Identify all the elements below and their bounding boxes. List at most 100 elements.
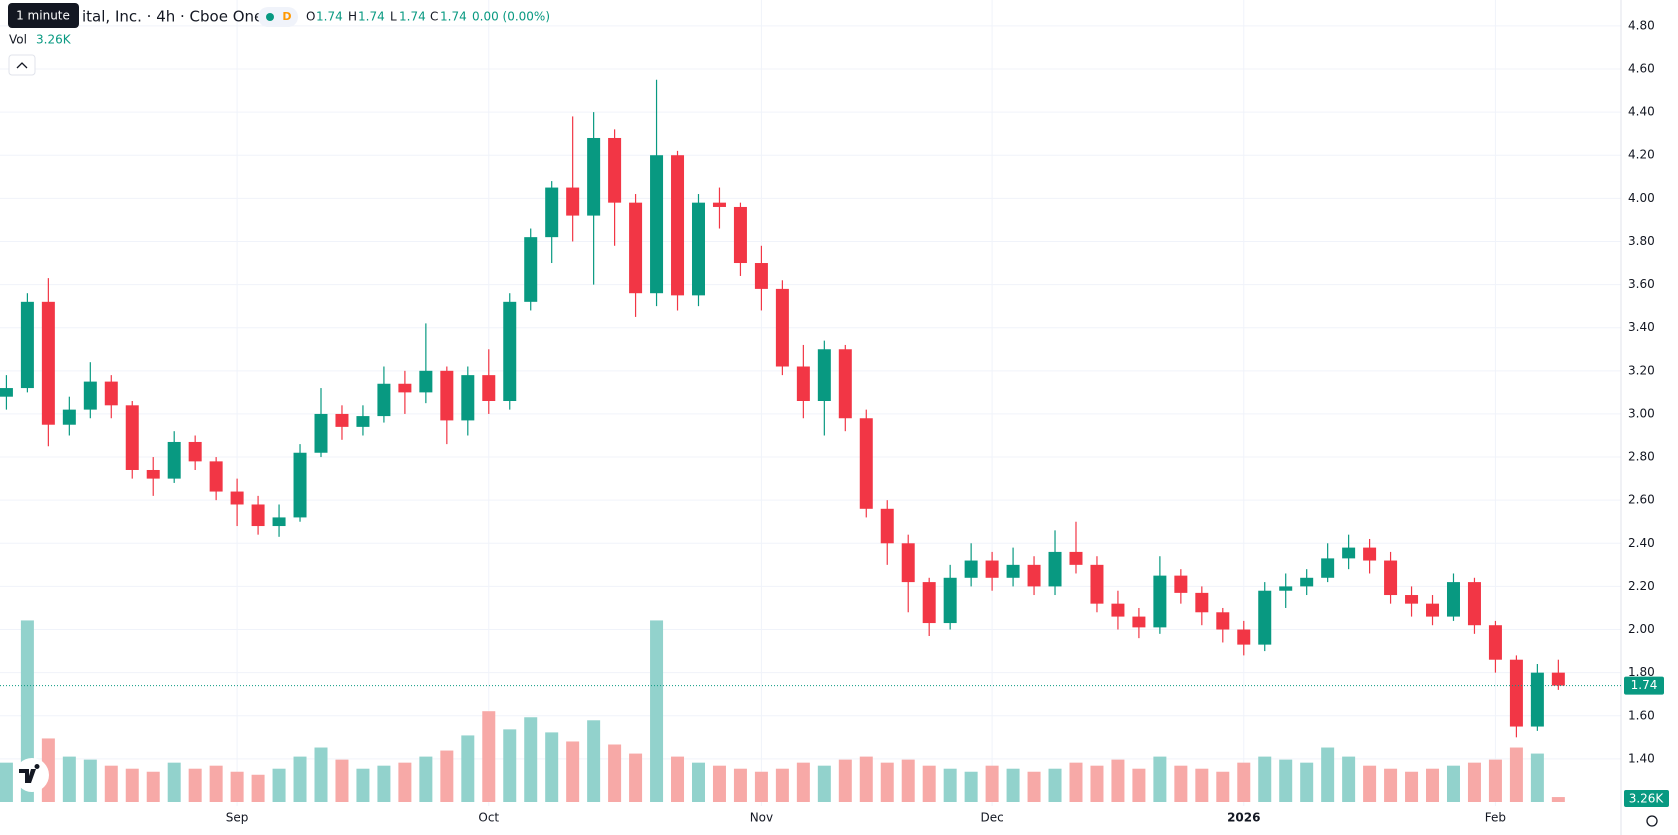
- volume-bar: [1090, 765, 1104, 802]
- candle-body: [209, 461, 223, 492]
- candle-body: [20, 301, 34, 389]
- volume-bar: [1174, 765, 1188, 802]
- candle-body: [1405, 595, 1419, 604]
- volume-bar: [482, 711, 496, 802]
- collapse-button[interactable]: [8, 54, 36, 76]
- volume-bar: [629, 753, 643, 802]
- l-value: 1.74: [399, 10, 426, 24]
- candle-body: [125, 405, 139, 470]
- volume-bar: [1363, 765, 1377, 802]
- candle-layer: [0, 79, 1565, 738]
- volume-bar: [1069, 762, 1083, 802]
- volume-bar: [1279, 759, 1293, 802]
- volume-bar: [1048, 768, 1062, 802]
- candle-body: [356, 416, 370, 427]
- volume-bar: [62, 756, 76, 802]
- candle-body: [1300, 577, 1314, 587]
- candle-body: [272, 517, 286, 527]
- candle-body: [1467, 582, 1481, 626]
- volume-bar: [356, 768, 370, 802]
- tooltip-box: [8, 3, 79, 28]
- volume-bar: [1153, 756, 1167, 802]
- y-tick-label: 1.60: [1628, 708, 1655, 722]
- candle-body: [545, 187, 559, 238]
- candle-body: [62, 409, 76, 425]
- volume-bar: [398, 762, 412, 802]
- candle-body: [1069, 551, 1083, 565]
- candle-body: [566, 187, 580, 216]
- candle-body: [712, 202, 726, 207]
- volume-bar: [1446, 765, 1460, 802]
- y-tick-label: 2.60: [1628, 493, 1655, 507]
- volume-bar: [712, 765, 726, 802]
- candle-body: [671, 155, 685, 296]
- volume-bar: [1321, 747, 1335, 802]
- candle-body: [314, 413, 328, 453]
- candle-body: [83, 381, 97, 410]
- volume-bar: [1237, 762, 1251, 802]
- volume-bar: [1111, 759, 1125, 802]
- volume-bar: [1426, 768, 1440, 802]
- y-tick-label: 2.40: [1628, 536, 1655, 550]
- candle-body: [817, 349, 831, 401]
- candle-body: [901, 543, 915, 583]
- y-tick-label: 3.20: [1628, 363, 1655, 377]
- candle-body: [1090, 564, 1104, 604]
- vol-value: 3.26K: [36, 33, 72, 47]
- candle-body: [838, 349, 852, 419]
- volume-bar: [188, 768, 202, 802]
- candle-body: [440, 370, 454, 421]
- candle-body: [104, 381, 118, 406]
- status-dot: [266, 13, 274, 21]
- volume-bar: [1342, 756, 1356, 802]
- volume-bar: [922, 765, 936, 802]
- h-value: 1.74: [358, 10, 385, 24]
- x-tick-label: Feb: [1485, 811, 1506, 825]
- last-price-label: 1.74: [1631, 678, 1658, 692]
- symbol-title: ital, Inc. · 4h · Cboe One: [82, 8, 263, 26]
- volume-bar: [461, 735, 475, 802]
- candle-body: [41, 301, 55, 425]
- candle-body: [1363, 547, 1377, 561]
- volume-bar: [1258, 756, 1272, 802]
- candle-body: [146, 469, 160, 479]
- volume-bar: [1384, 768, 1398, 802]
- volume-bar: [1467, 762, 1481, 802]
- volume-bar: [314, 747, 328, 802]
- volume-bar: [1132, 768, 1146, 802]
- volume-bar: [943, 768, 957, 802]
- candle-body: [587, 137, 601, 216]
- y-tick-label: 4.60: [1628, 61, 1655, 75]
- x-tick-label: Nov: [750, 811, 773, 825]
- y-tick-label: 4.00: [1628, 191, 1655, 205]
- volume-bar: [608, 744, 622, 802]
- candle-body: [859, 418, 873, 509]
- candle-body: [1174, 575, 1188, 593]
- candle-body: [691, 202, 705, 296]
- volume-bar: [775, 768, 789, 802]
- candle-body: [629, 202, 643, 294]
- candle-body: [1279, 586, 1293, 591]
- volume-bar: [1551, 797, 1565, 802]
- candle-body: [964, 560, 978, 578]
- volume-bar: [671, 756, 685, 802]
- candle-body: [461, 375, 475, 421]
- volume-layer: [0, 620, 1565, 802]
- volume-bar: [733, 768, 747, 802]
- volume-bar: [1509, 747, 1523, 802]
- volume-bar: [440, 750, 454, 802]
- candle-body: [1132, 616, 1146, 628]
- volume-bar: [1216, 771, 1230, 802]
- volume-bar: [146, 771, 160, 802]
- candle-body: [1048, 551, 1062, 587]
- volume-bar: [251, 774, 265, 802]
- volume-bar: [503, 729, 517, 802]
- settings-icon[interactable]: [1646, 815, 1658, 827]
- volume-bar: [20, 620, 34, 802]
- y-tick-label: 3.40: [1628, 320, 1655, 334]
- legend: 1 minute ital, Inc. · 4h · Cboe One D O …: [8, 3, 550, 76]
- candle-body: [524, 237, 538, 302]
- y-tick-label: 3.00: [1628, 406, 1655, 420]
- volume-bar: [104, 765, 118, 802]
